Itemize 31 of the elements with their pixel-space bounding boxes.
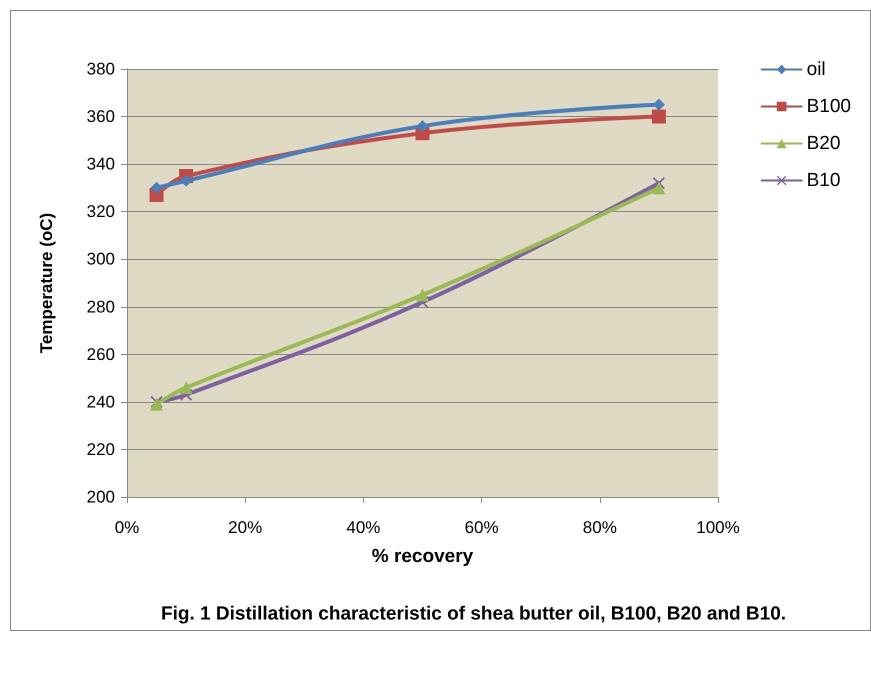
legend-label: oil [806,59,826,80]
y-tick-label: 340 [86,154,115,174]
point [150,398,164,411]
x-axis-title: % recovery [372,546,474,567]
y-tick-label: 380 [86,60,115,78]
y-tick-label: 220 [86,440,115,459]
point [180,381,193,394]
point [652,110,666,124]
y-tick-label: 260 [86,344,115,364]
point [416,288,429,302]
y-tick-label: 240 [86,392,115,412]
x-tick-label: 40% [346,518,380,537]
y-axis-title: Temperature (oC) [37,212,56,354]
legend-label: B10 [806,170,840,191]
y-tick-label: 300 [86,250,115,269]
x-tick-label: 20% [228,518,262,537]
point [180,174,192,187]
x-tick-label: 0% [114,518,140,537]
y-tick-label: 320 [86,202,115,222]
y-tick-label: 360 [86,107,115,126]
y-tick-label: 280 [86,297,115,316]
legend-label: B100 [806,96,851,117]
point [652,181,666,194]
point [150,182,163,194]
legend-label: B20 [806,133,840,154]
x-tick-label: 80% [582,518,617,537]
point [416,120,428,132]
x-tick-label: 60% [464,518,499,537]
y-tick-label: 200 [86,488,115,506]
caption: Fig. 1 Distillation characteristic of shea butter oil, B100, B20 and B10. [161,604,786,624]
x-tick-label: 100% [696,518,740,537]
